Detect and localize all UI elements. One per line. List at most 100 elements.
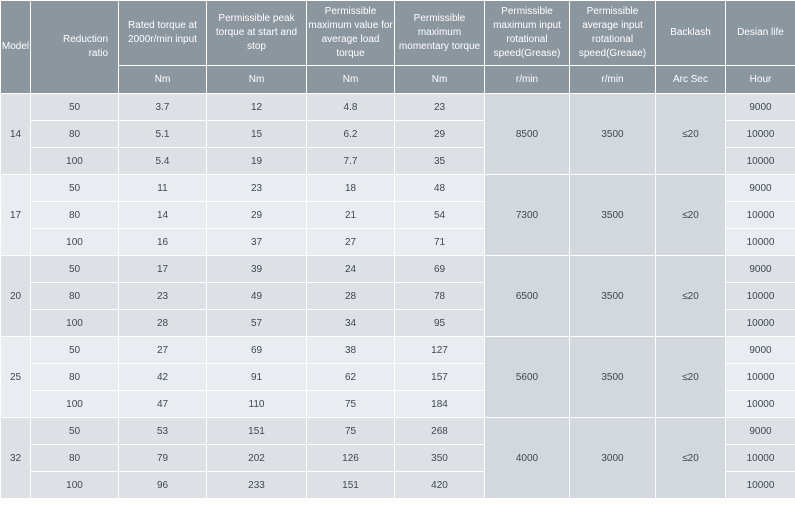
ratio-cell: 50 xyxy=(30,417,119,445)
model-cell: 32 xyxy=(0,417,31,499)
design-life-cell: 10000 xyxy=(725,282,795,310)
max-input-speed-cell: 4000 xyxy=(484,417,570,499)
design-life-cell: 10000 xyxy=(725,471,795,499)
momentary-torque-cell: 95 xyxy=(394,309,485,337)
momentary-torque-cell: 35 xyxy=(394,147,485,175)
design-life-cell: 9000 xyxy=(725,417,795,445)
rated-torque-cell: 53 xyxy=(118,417,207,445)
momentary-torque-cell: 69 xyxy=(394,255,485,283)
ratio-cell: 50 xyxy=(30,174,119,202)
ratio-cell: 100 xyxy=(30,228,119,256)
table-row: 80 79 202 126 350 10000 xyxy=(1,444,795,472)
momentary-torque-cell: 184 xyxy=(394,390,485,418)
model-cell: 25 xyxy=(0,336,31,418)
unit-row: Nm Nm Nm Nm r/min r/min Arc Sec Hour xyxy=(1,65,795,94)
table-row: 80 14 29 21 54 10000 xyxy=(1,201,795,229)
rated-torque-cell: 47 xyxy=(118,390,207,418)
momentary-torque-cell: 29 xyxy=(394,120,485,148)
rated-torque-cell: 23 xyxy=(118,282,207,310)
header-momentary-torque: Permissible maximum momentary torque xyxy=(394,0,485,66)
design-life-cell: 10000 xyxy=(725,147,795,175)
ratio-cell: 100 xyxy=(30,309,119,337)
avg-load-torque-cell: 75 xyxy=(306,390,395,418)
table-row: 100 47 110 75 184 10000 xyxy=(1,390,795,418)
rated-torque-cell: 14 xyxy=(118,201,207,229)
header-rated-torque: Rated torque at 2000r/min input xyxy=(118,0,207,66)
table-row: 100 96 233 151 420 10000 xyxy=(1,471,795,499)
avg-load-torque-cell: 6.2 xyxy=(306,120,395,148)
table-row: 25 50 27 69 38 127 5600 3500 ≤20 9000 xyxy=(0,336,795,418)
peak-torque-cell: 202 xyxy=(206,444,307,472)
peak-torque-cell: 91 xyxy=(206,363,307,391)
unit-max-input-speed: r/min xyxy=(484,65,570,94)
ratio-cell: 100 xyxy=(30,471,119,499)
unit-backlash: Arc Sec xyxy=(655,65,726,94)
table-row: 32 50 53 151 75 268 4000 3000 ≤20 9000 xyxy=(0,417,795,499)
peak-torque-cell: 23 xyxy=(206,174,307,202)
design-life-cell: 10000 xyxy=(725,444,795,472)
peak-torque-cell: 39 xyxy=(206,255,307,283)
header-ratio: Reduction ratio xyxy=(30,0,119,94)
avg-load-torque-cell: 28 xyxy=(306,282,395,310)
header-ratio-label: Reduction ratio xyxy=(62,34,109,59)
table-row: 100 5.4 19 7.7 35 10000 xyxy=(1,147,795,175)
backlash-cell: ≤20 xyxy=(655,417,726,499)
unit-design-life: Hour xyxy=(725,65,795,94)
avg-load-torque-cell: 21 xyxy=(306,201,395,229)
avg-load-torque-cell: 4.8 xyxy=(306,93,395,121)
max-input-speed-cell: 8500 xyxy=(484,93,570,175)
ratio-cell: 80 xyxy=(30,201,119,229)
peak-torque-cell: 37 xyxy=(206,228,307,256)
header-peak-torque: Permissible peak torque at start and sto… xyxy=(206,0,307,66)
table-row: 17 50 11 23 18 48 7300 3500 ≤20 9000 xyxy=(0,174,795,256)
momentary-torque-cell: 420 xyxy=(394,471,485,499)
momentary-torque-cell: 127 xyxy=(394,336,485,364)
peak-torque-cell: 233 xyxy=(206,471,307,499)
momentary-torque-cell: 268 xyxy=(394,417,485,445)
momentary-torque-cell: 71 xyxy=(394,228,485,256)
ratio-cell: 100 xyxy=(30,390,119,418)
avg-input-speed-cell: 3500 xyxy=(569,336,656,418)
design-life-cell: 10000 xyxy=(725,201,795,229)
avg-load-torque-cell: 7.7 xyxy=(306,147,395,175)
avg-load-torque-cell: 75 xyxy=(306,417,395,445)
peak-torque-cell: 49 xyxy=(206,282,307,310)
ratio-cell: 80 xyxy=(30,444,119,472)
model-cell: 20 xyxy=(0,255,31,337)
ratio-cell: 80 xyxy=(30,363,119,391)
backlash-cell: ≤20 xyxy=(655,174,726,256)
rated-torque-cell: 28 xyxy=(118,309,207,337)
peak-torque-cell: 57 xyxy=(206,309,307,337)
table-row: 20 50 17 39 24 69 6500 3500 ≤20 9000 xyxy=(0,255,795,337)
design-life-cell: 10000 xyxy=(725,309,795,337)
rated-torque-cell: 79 xyxy=(118,444,207,472)
rated-torque-cell: 5.4 xyxy=(118,147,207,175)
rated-torque-cell: 3.7 xyxy=(118,93,207,121)
rated-torque-cell: 42 xyxy=(118,363,207,391)
rated-torque-cell: 11 xyxy=(118,174,207,202)
header-max-input-speed: Permissible maximum input rotational spe… xyxy=(484,0,570,66)
header-avg-load-torque: Permissible maximum value for average lo… xyxy=(306,0,395,66)
backlash-cell: ≤20 xyxy=(655,93,726,175)
max-input-speed-cell: 5600 xyxy=(484,336,570,418)
peak-torque-cell: 19 xyxy=(206,147,307,175)
ratio-cell: 50 xyxy=(30,93,119,121)
avg-load-torque-cell: 151 xyxy=(306,471,395,499)
avg-input-speed-cell: 3500 xyxy=(569,93,656,175)
momentary-torque-cell: 157 xyxy=(394,363,485,391)
table-row: 100 16 37 27 71 10000 xyxy=(1,228,795,256)
momentary-torque-cell: 54 xyxy=(394,201,485,229)
table-row: 100 28 57 34 95 10000 xyxy=(1,309,795,337)
avg-load-torque-cell: 38 xyxy=(306,336,395,364)
table-row: 80 23 49 28 78 10000 xyxy=(1,282,795,310)
model-cell: 17 xyxy=(0,174,31,256)
unit-avg-input-speed: r/min xyxy=(569,65,656,94)
table-body: 14 50 3.7 12 4.8 23 8500 3500 ≤20 9000 8… xyxy=(0,93,795,499)
rated-torque-cell: 5.1 xyxy=(118,120,207,148)
unit-avg-load-torque: Nm xyxy=(306,65,395,94)
peak-torque-cell: 110 xyxy=(206,390,307,418)
peak-torque-cell: 12 xyxy=(206,93,307,121)
unit-momentary-torque: Nm xyxy=(394,65,485,94)
avg-load-torque-cell: 24 xyxy=(306,255,395,283)
design-life-cell: 9000 xyxy=(725,93,795,121)
